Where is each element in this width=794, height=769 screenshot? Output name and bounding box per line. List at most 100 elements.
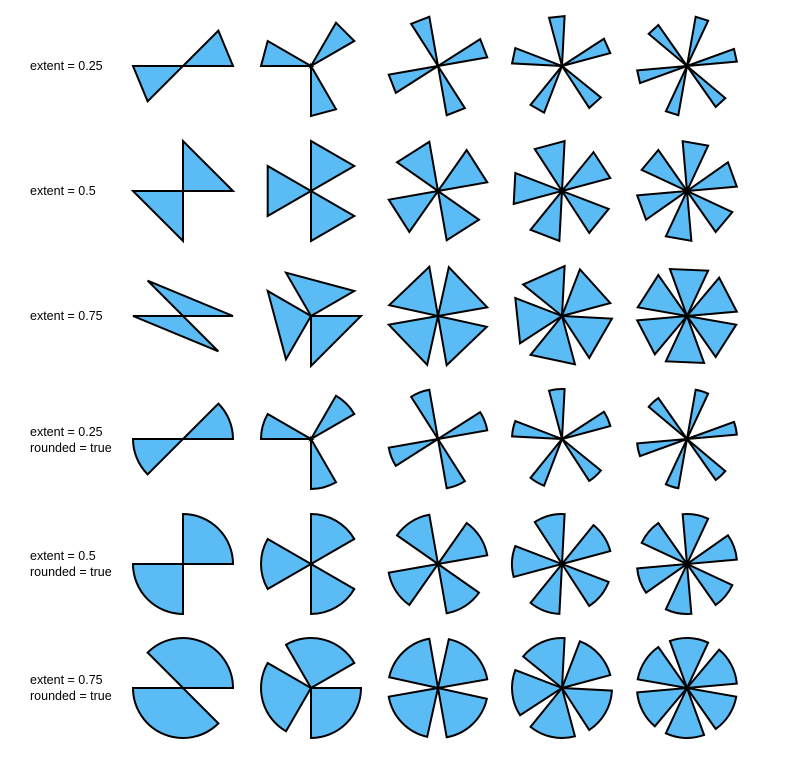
pinwheel-blade	[146, 637, 235, 689]
pinwheel-blade	[436, 686, 489, 739]
pinwheel-blade	[684, 314, 738, 359]
pinwheel-blade	[260, 661, 313, 733]
pinwheel-blade	[387, 65, 439, 95]
pinwheel-blade	[131, 438, 186, 476]
pinwheel-blade	[683, 160, 739, 193]
pinwheel-blade	[511, 419, 563, 440]
pinwheel-blade	[681, 513, 710, 568]
pinwheel-blade	[260, 537, 313, 591]
pinwheel-blade	[529, 685, 577, 739]
pinwheel-blade	[636, 438, 688, 458]
pinwheel-r2-c5	[635, 139, 739, 243]
pinwheel-blade	[668, 267, 710, 319]
pinwheel-blade	[146, 279, 234, 317]
pinwheel-blade	[409, 388, 439, 440]
pinwheel-blade	[395, 513, 440, 567]
pinwheel-r6-c5	[636, 637, 738, 739]
pinwheel-blade	[647, 23, 688, 67]
pinwheel-blade	[310, 562, 356, 616]
pinwheel-blade	[686, 65, 727, 109]
pinwheel-blade	[528, 187, 564, 243]
pinwheel-blade	[533, 139, 566, 195]
pinwheel-blade	[636, 645, 690, 690]
row-label-4: extent = 0.25 rounded = true	[30, 425, 112, 455]
pinwheel-blade	[684, 188, 734, 234]
pinwheel-blade	[668, 637, 710, 691]
pinwheel-blade	[284, 637, 356, 690]
pinwheel-r5-c1	[131, 512, 235, 616]
pinwheel-blade	[664, 560, 693, 615]
pinwheel-r6-c1	[131, 637, 235, 739]
pinwheel-r5-c3	[387, 513, 489, 615]
pinwheel-r2-c3	[387, 140, 489, 242]
pinwheel-blade	[559, 561, 610, 608]
pinwheel-r1-c5	[635, 15, 739, 117]
pinwheel-r1-c3	[387, 15, 489, 117]
row-label-5: extent = 0.5 rounded = true	[30, 549, 112, 579]
pinwheel-r2-c1	[130, 138, 236, 244]
pinwheel-r6-c2	[260, 637, 363, 740]
pinwheel-r2-c4	[512, 139, 612, 243]
pinwheel-blade	[310, 189, 357, 243]
pinwheel-blade	[436, 314, 489, 368]
pinwheel-blade	[436, 561, 481, 615]
pinwheel-r4-c2	[259, 394, 356, 491]
pinwheel-blade	[528, 313, 577, 366]
pinwheel-blade	[511, 668, 565, 717]
pinwheel-r6-c4	[511, 637, 613, 739]
pinwheel-blade	[664, 438, 688, 490]
pinwheel-r5-c4	[511, 513, 612, 615]
pinwheel-blade	[514, 296, 565, 345]
pinwheel-blade	[435, 148, 489, 193]
row-label-6: extent = 0.75 rounded = true	[30, 673, 112, 703]
row-label-1: extent = 0.25	[30, 59, 103, 73]
pinwheel-r2-c2	[266, 139, 357, 243]
pinwheel-blade	[387, 686, 440, 739]
pinwheel-r4-c1	[131, 402, 235, 476]
pinwheel-blade	[684, 648, 738, 690]
pinwheel-blade	[436, 265, 490, 318]
pinwheel-blade	[560, 686, 613, 732]
pinwheel-blade	[560, 640, 612, 690]
pinwheel-blade	[387, 637, 440, 690]
pinwheel-blade	[409, 15, 439, 67]
pinwheel-blade	[636, 562, 691, 595]
pinwheel-blade	[437, 65, 467, 117]
pinwheel-blade	[664, 65, 688, 117]
pinwheel-blade	[511, 544, 566, 579]
pinwheel-blade	[180, 28, 235, 67]
pinwheel-blade	[308, 394, 356, 442]
pinwheel-blade	[283, 271, 357, 318]
pinwheel-blade	[310, 139, 357, 193]
pinwheel-blade	[640, 521, 690, 567]
pinwheel-blade	[512, 171, 566, 206]
pinwheel-blade	[180, 402, 235, 440]
pinwheel-blade	[310, 687, 363, 740]
pinwheel-blade	[686, 438, 727, 482]
pinwheel-r3-c4	[514, 264, 614, 366]
pinwheel-blade	[387, 264, 440, 318]
pinwheel-blade	[510, 46, 563, 67]
pinwheel-r5-c2	[260, 512, 356, 616]
pinwheel-blade	[529, 560, 564, 615]
pinwheel-r5-c5	[636, 513, 738, 615]
pinwheel-r6-c3	[387, 637, 489, 739]
pinwheel-blade	[686, 47, 739, 67]
pinwheel-blade	[387, 562, 441, 607]
pinwheel-blade	[635, 189, 691, 222]
pinwheel-blade	[681, 139, 710, 195]
pinwheel-blade	[560, 314, 614, 360]
pinwheel-blade	[182, 512, 235, 565]
pinwheel-blade	[664, 187, 693, 243]
pinwheel-blade	[664, 685, 706, 739]
pinwheel-blade	[664, 313, 706, 365]
row-label-3: extent = 0.75	[30, 309, 103, 323]
pinwheel-blade	[521, 264, 566, 319]
pinwheel-r3-c2	[266, 271, 364, 369]
pinwheel-blade	[310, 62, 338, 118]
pinwheel-r3-c5	[635, 267, 739, 365]
pinwheel-r3-c3	[386, 264, 490, 368]
pinwheel-blade	[437, 37, 489, 67]
